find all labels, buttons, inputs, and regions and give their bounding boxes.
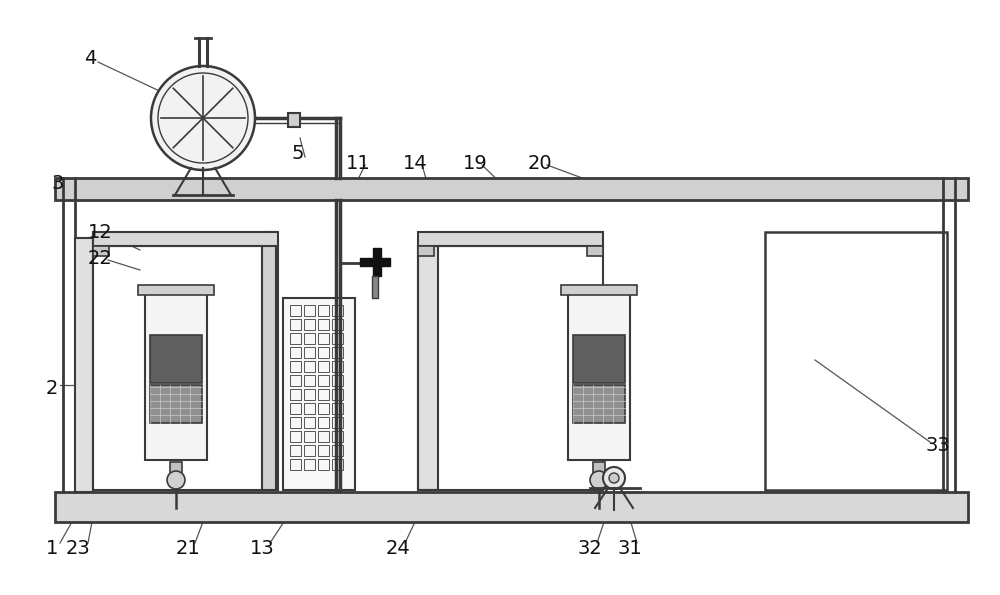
Bar	[418, 246, 438, 490]
Bar	[360, 258, 390, 266]
Bar	[290, 459, 301, 470]
Bar	[304, 431, 315, 442]
Text: 3: 3	[52, 174, 64, 193]
Bar	[290, 417, 301, 428]
Text: 1: 1	[46, 538, 58, 558]
Bar	[332, 417, 343, 428]
Text: 33: 33	[926, 436, 950, 455]
Bar	[150, 385, 202, 423]
Text: 4: 4	[84, 49, 96, 67]
Bar	[318, 305, 329, 316]
Text: 23: 23	[66, 538, 90, 558]
Bar	[304, 361, 315, 372]
Circle shape	[609, 473, 619, 483]
Bar	[332, 459, 343, 470]
Bar	[304, 459, 315, 470]
Text: 14: 14	[403, 154, 427, 173]
Bar	[318, 375, 329, 386]
Bar	[318, 403, 329, 414]
Bar	[55, 178, 968, 200]
Bar	[318, 417, 329, 428]
Bar	[318, 361, 329, 372]
Bar	[304, 445, 315, 456]
Bar	[573, 335, 625, 383]
Bar	[318, 459, 329, 470]
Bar	[290, 361, 301, 372]
Text: 5: 5	[292, 143, 304, 162]
Text: 20: 20	[528, 154, 552, 173]
Text: 11: 11	[346, 154, 370, 173]
Bar	[262, 232, 276, 490]
Bar	[318, 333, 329, 344]
Bar	[150, 335, 202, 383]
Bar	[304, 319, 315, 330]
Circle shape	[590, 471, 608, 489]
Bar	[290, 319, 301, 330]
Bar	[332, 445, 343, 456]
Bar	[332, 389, 343, 400]
Bar	[288, 113, 300, 127]
Circle shape	[167, 471, 185, 489]
Bar	[304, 389, 315, 400]
Bar	[93, 232, 278, 246]
Bar	[304, 375, 315, 386]
Text: 32: 32	[578, 538, 602, 558]
Bar	[304, 333, 315, 344]
Bar	[138, 285, 214, 295]
Text: 19: 19	[463, 154, 487, 173]
Bar	[75, 238, 93, 492]
Bar	[290, 305, 301, 316]
Bar	[372, 276, 378, 298]
Bar	[332, 375, 343, 386]
Bar	[55, 492, 968, 522]
Bar	[418, 246, 434, 256]
Bar	[332, 319, 343, 330]
Bar	[290, 333, 301, 344]
Text: 22: 22	[88, 249, 112, 268]
Bar	[170, 462, 182, 477]
Text: 21: 21	[176, 538, 200, 558]
Bar	[304, 403, 315, 414]
Text: 12: 12	[88, 223, 112, 242]
Bar	[304, 305, 315, 316]
Bar	[332, 347, 343, 358]
Bar	[593, 462, 605, 477]
Bar	[93, 246, 109, 256]
Bar	[573, 385, 625, 423]
Circle shape	[151, 66, 255, 170]
Circle shape	[603, 467, 625, 489]
Bar	[318, 319, 329, 330]
Bar	[290, 375, 301, 386]
Bar	[318, 445, 329, 456]
Bar	[418, 232, 603, 246]
Bar	[290, 431, 301, 442]
Text: 24: 24	[386, 538, 410, 558]
Bar	[318, 347, 329, 358]
Bar	[561, 285, 637, 295]
Bar	[332, 305, 343, 316]
Bar	[290, 347, 301, 358]
Bar	[290, 403, 301, 414]
Bar	[332, 361, 343, 372]
Bar	[587, 246, 603, 256]
Bar	[418, 246, 603, 490]
Bar	[283, 298, 355, 490]
Bar	[373, 248, 381, 276]
Bar	[765, 232, 947, 490]
Bar	[145, 292, 207, 460]
Text: 2: 2	[46, 378, 58, 397]
Bar	[290, 445, 301, 456]
Bar	[332, 431, 343, 442]
Bar	[93, 246, 278, 490]
Text: 13: 13	[250, 538, 274, 558]
Bar	[332, 403, 343, 414]
Text: 31: 31	[618, 538, 642, 558]
Bar	[332, 333, 343, 344]
Bar	[318, 431, 329, 442]
Bar	[304, 347, 315, 358]
Bar	[290, 389, 301, 400]
Bar	[568, 292, 630, 460]
Bar	[318, 389, 329, 400]
Bar	[304, 417, 315, 428]
